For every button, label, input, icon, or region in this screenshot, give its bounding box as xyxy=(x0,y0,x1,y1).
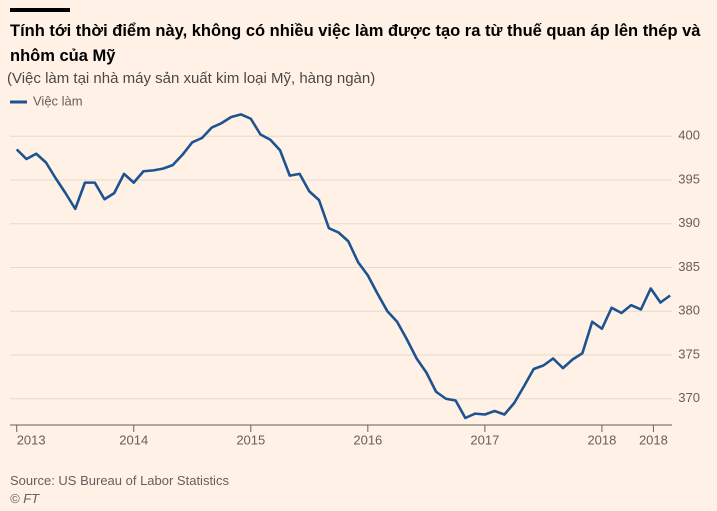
x-tick-label: 2016 xyxy=(353,432,382,447)
x-tick-label: 2013 xyxy=(17,432,46,447)
x-tick-label: 2018 xyxy=(587,432,616,447)
chart-title: Tính tới thời điểm này, không có nhiều v… xyxy=(10,22,701,65)
legend-label: Việc làm xyxy=(33,93,83,108)
x-tick-label: 2017 xyxy=(470,432,499,447)
y-tick-label: 385 xyxy=(678,259,700,274)
y-tick-label: 370 xyxy=(678,390,700,405)
y-tick-label: 400 xyxy=(678,128,700,143)
line-series xyxy=(15,113,671,420)
x-tick-label: 2018 xyxy=(639,432,668,447)
credit: © FT xyxy=(10,491,40,506)
x-tick-label: 2014 xyxy=(119,432,148,447)
y-tick-label: 395 xyxy=(678,171,700,186)
y-tick-label: 390 xyxy=(678,215,700,230)
x-tick-label: 2015 xyxy=(236,432,265,447)
y-tick-label: 375 xyxy=(678,346,700,361)
source: Source: US Bureau of Labor Statistics xyxy=(10,473,229,488)
y-tick-label: 380 xyxy=(678,303,700,318)
top-bar xyxy=(10,8,70,12)
chart-subtitle: (Việc làm tại nhà máy sản xuất kim loại … xyxy=(7,70,376,87)
